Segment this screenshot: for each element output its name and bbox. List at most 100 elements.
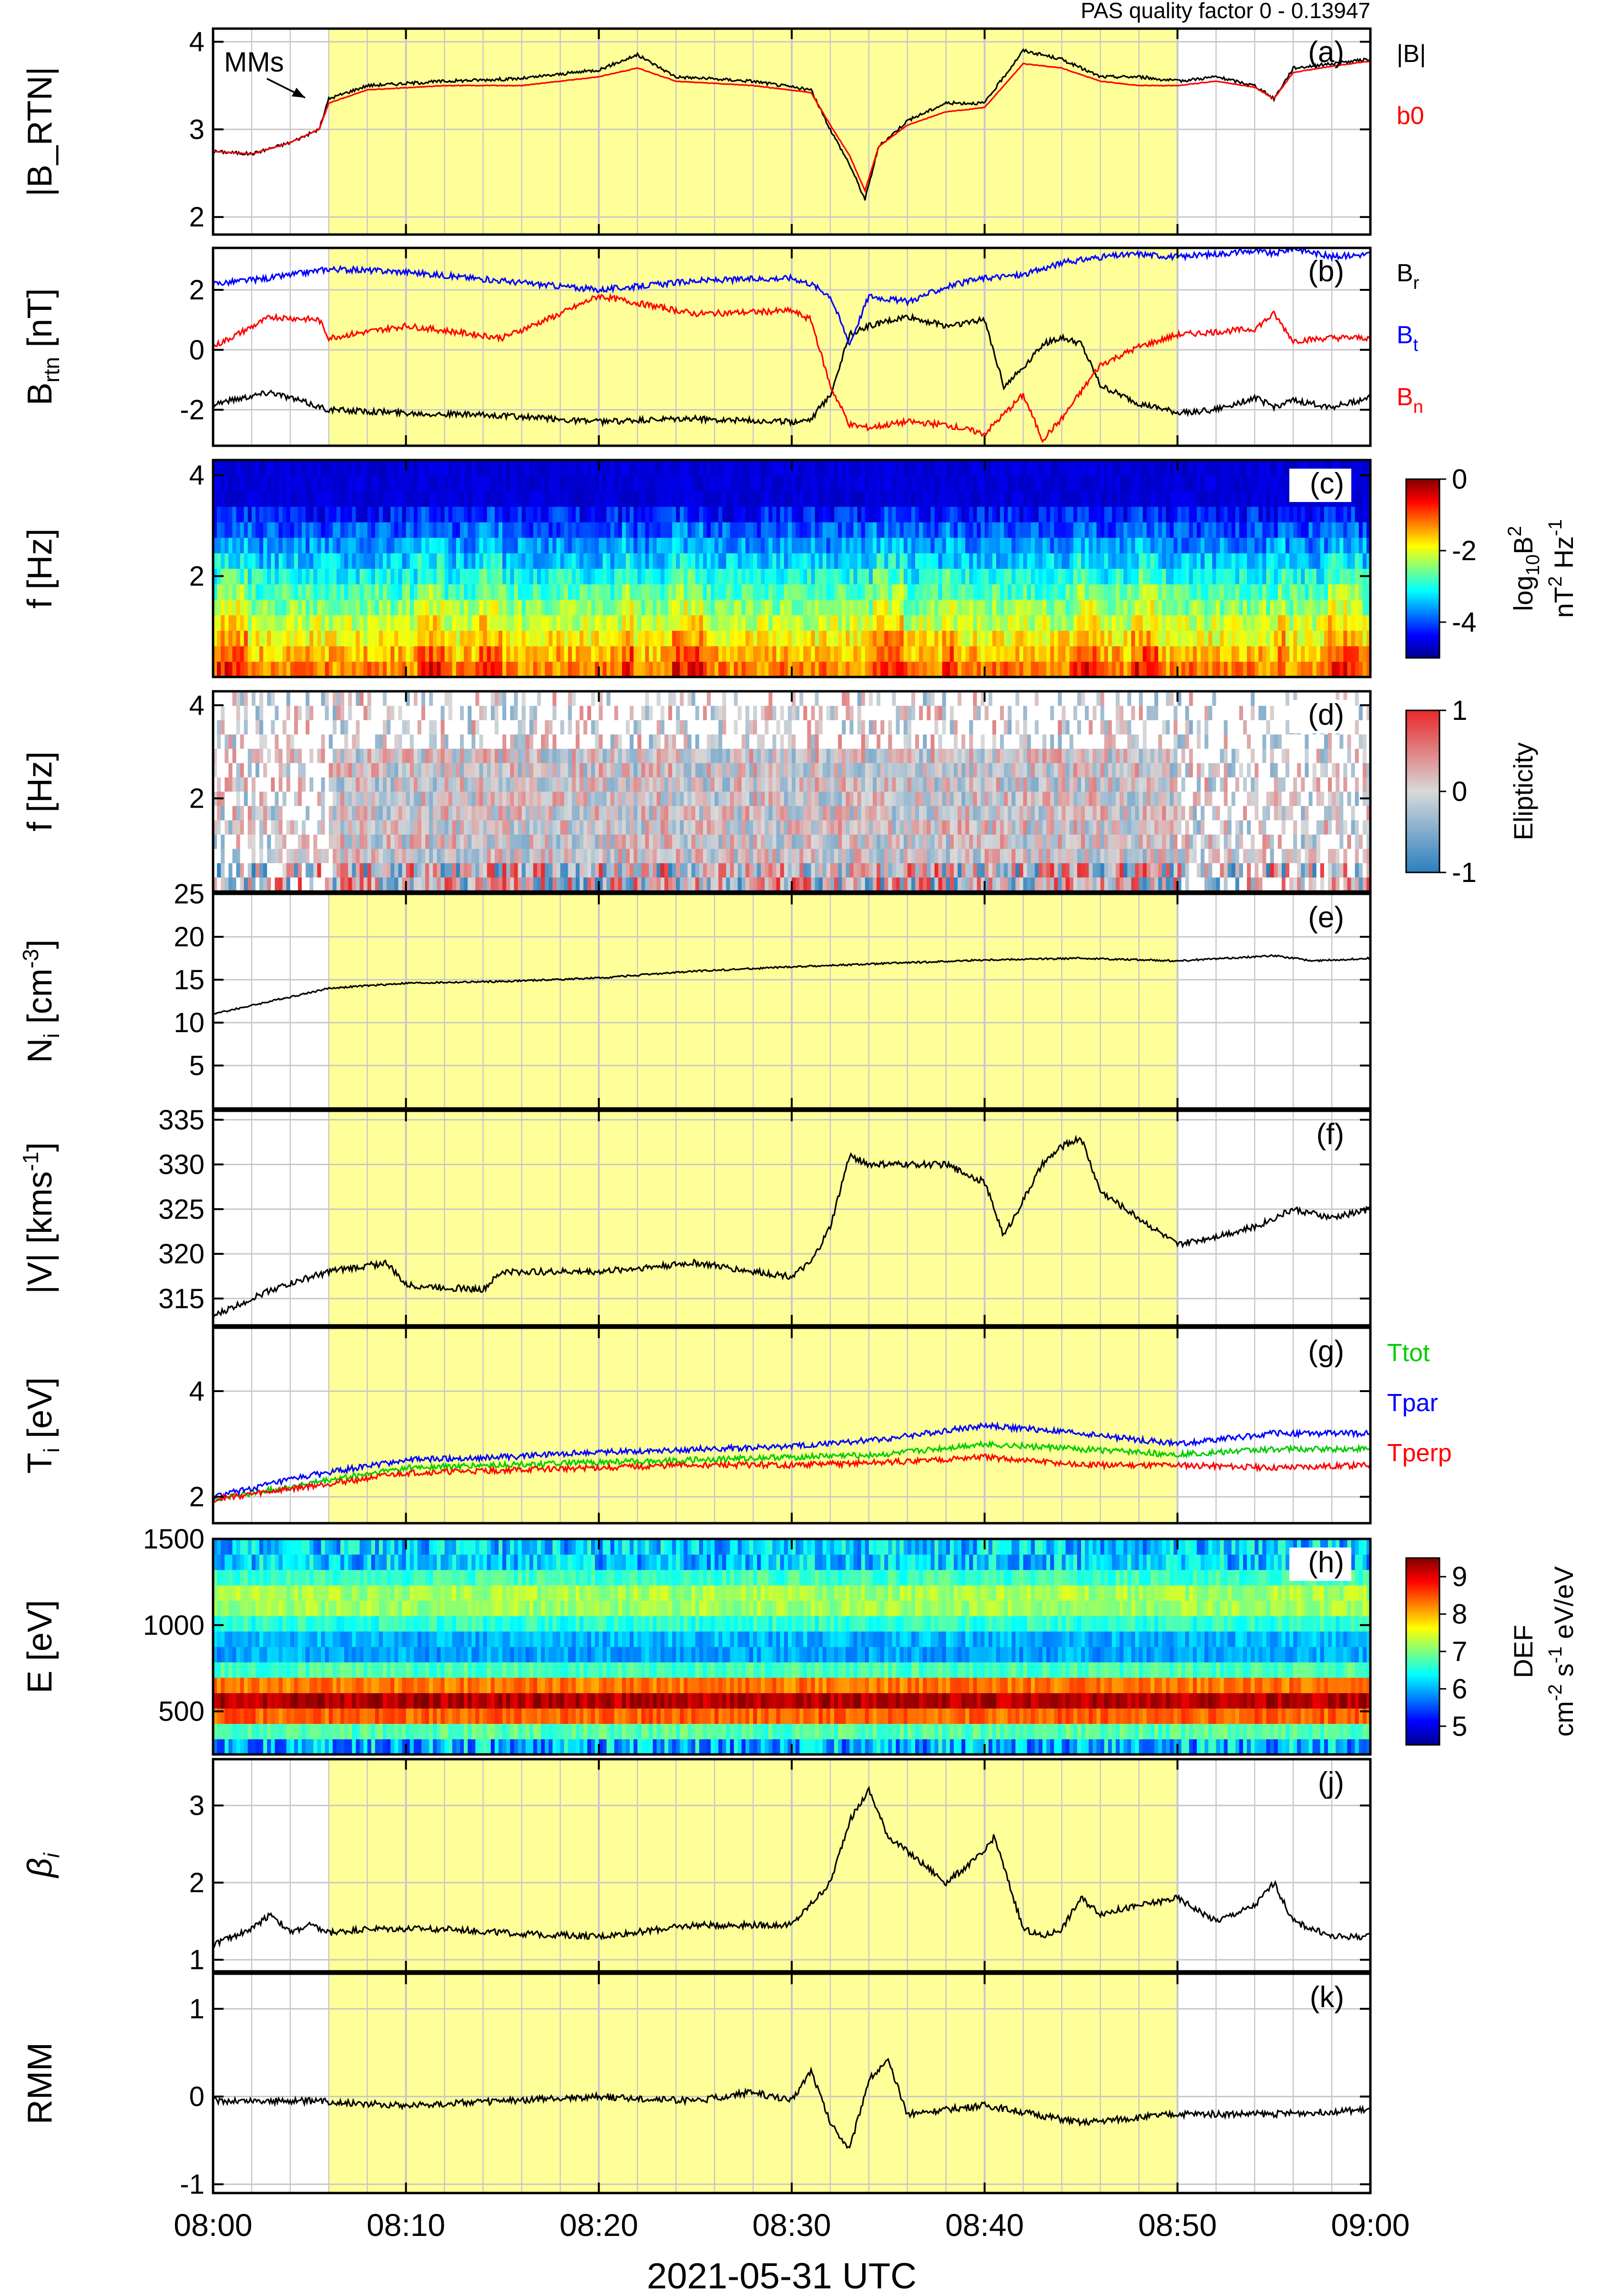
- panel-g: 2 4 Ti [eV] (g) Ttot Tpar Tperp: [21, 1326, 1452, 1525]
- colorbar-tick-label: -4: [1452, 607, 1477, 638]
- colorbar-tick-label: 8: [1452, 1599, 1467, 1630]
- y-tick-label: 325: [158, 1194, 204, 1225]
- panel-k: -1 0 1 RMM (k): [21, 1972, 1372, 2200]
- series--b-: [213, 48, 1371, 201]
- y-axis-label: f [Hz]: [21, 751, 59, 831]
- y-tick-label: 1000: [143, 1610, 204, 1641]
- panel-j: 1 2 3 βi (j): [21, 1758, 1372, 1976]
- legend-entry: Br: [1397, 259, 1419, 293]
- legend: |B| b0: [1397, 40, 1426, 130]
- series--v-: [212, 1134, 1371, 1317]
- y-tick-label: 2: [189, 561, 204, 592]
- series-tperp: [212, 1453, 1371, 1503]
- x-tick-label: 08:20: [560, 2207, 638, 2243]
- colorbar-tick-label: 9: [1452, 1561, 1467, 1592]
- spectrogram: [213, 691, 1371, 892]
- panel-e: 5 10 15 20 25 Ni [cm-3] (e): [18, 879, 1372, 1110]
- y-tick-label: -1: [180, 2169, 204, 2200]
- y-tick-label: 1500: [143, 1524, 204, 1555]
- panel-label-box: [1289, 1548, 1351, 1581]
- series-tpar: [212, 1421, 1371, 1500]
- colorbar-units: cm-2 s-1 eV/eV: [1545, 1566, 1579, 1737]
- colorbar-label: Elipticity: [1508, 742, 1538, 840]
- mms-annotation: MMs: [224, 47, 284, 78]
- grid: [213, 893, 1370, 1108]
- panel-b: -2 0 2 Brtn [nT] (b) Br Bt Bn: [21, 246, 1423, 447]
- colorbar-tick-label: 1: [1452, 695, 1467, 726]
- y-axis-label: E [eV]: [21, 1600, 59, 1693]
- x-tick-label: 08:00: [174, 2207, 252, 2243]
- series-beta-i: [212, 1785, 1371, 1948]
- series-ttot: [213, 1439, 1371, 1502]
- y-tick-label: 330: [158, 1149, 204, 1180]
- colorbar-units: nT2 Hz-1: [1545, 519, 1579, 618]
- y-axis-label: Ni [cm-3]: [18, 939, 64, 1063]
- quality-factor-label: PAS quality factor 0 - 0.13947: [1081, 0, 1370, 23]
- y-tick-label: 335: [158, 1105, 204, 1136]
- y-tick-label: 3: [189, 114, 204, 145]
- colorbar-tick-label: 5: [1452, 1711, 1467, 1742]
- y-tick-label: 25: [174, 879, 204, 910]
- y-tick-label: 10: [174, 1007, 204, 1038]
- y-axis-label: βi: [21, 1852, 64, 1878]
- legend-entry: b0: [1397, 102, 1424, 130]
- y-tick-label: 0: [189, 2081, 204, 2112]
- series-b-r: [212, 312, 1371, 428]
- panel-label: (j): [1318, 1766, 1344, 1799]
- y-axis-label: Brtn [nT]: [21, 288, 64, 406]
- y-tick-label: 2: [189, 275, 204, 306]
- panel-label: (d): [1308, 698, 1344, 731]
- legend-entry: |B|: [1397, 40, 1426, 68]
- legend-entry: Ttot: [1387, 1339, 1430, 1367]
- y-tick-label: 320: [158, 1239, 204, 1270]
- panel-d: 2 4 f [Hz] (d) 1 0 -1 Elipticity: [21, 690, 1538, 893]
- legend: Ttot Tpar Tperp: [1387, 1339, 1452, 1467]
- y-tick-label: 3: [189, 1790, 204, 1821]
- x-axis: 2021-05-31 UTC 08:00 08:10 08:20 08:30 08:40…: [174, 2207, 1409, 2296]
- colorbar-tick-label: -1: [1452, 857, 1477, 888]
- legend: Br Bt Bn: [1397, 259, 1423, 417]
- series-b0: [213, 60, 1371, 193]
- colorbar-tick-label: 6: [1452, 1673, 1467, 1704]
- series-rmm: [213, 2058, 1371, 2149]
- y-tick-label: 15: [174, 964, 204, 995]
- y-axis-label: |V| [kms-1]: [18, 1142, 59, 1294]
- y-tick-label: 2: [189, 1482, 204, 1513]
- y-tick-label: 0: [189, 335, 204, 366]
- legend-entry: Tperp: [1387, 1439, 1452, 1467]
- x-tick-label: 09:00: [1331, 2207, 1409, 2243]
- spectrogram: [213, 1539, 1371, 1755]
- grid: [213, 1759, 1370, 1971]
- panel-label: (f): [1316, 1118, 1344, 1151]
- y-axis-label: |B_RTN|: [21, 67, 59, 196]
- y-tick-label: 4: [189, 27, 204, 58]
- panel-label-box: [1289, 700, 1351, 733]
- panel-label: (e): [1308, 901, 1344, 934]
- panel-f: 315 320 325 330 335 |V| [kms-1] (f): [18, 1105, 1372, 1327]
- y-tick-label: 4: [189, 690, 204, 721]
- y-tick-label: 1: [189, 1945, 204, 1976]
- panel-label: (a): [1308, 36, 1344, 69]
- panel-label: (b): [1308, 255, 1344, 288]
- x-tick-label: 08:40: [945, 2207, 1024, 2243]
- series-n-i: [213, 954, 1371, 1015]
- y-tick-label: -2: [180, 395, 204, 426]
- x-tick-label: 08:30: [752, 2207, 831, 2243]
- colorbar-tick-label: 0: [1452, 464, 1467, 495]
- y-tick-label: 2: [189, 202, 204, 233]
- colorbar-tick-label: -2: [1452, 535, 1477, 566]
- y-tick-label: 2: [189, 783, 204, 814]
- spectrogram: [213, 460, 1371, 677]
- panel-a: 2 3 4 |B_RTN| (a) MMs |B| b0: [21, 27, 1426, 236]
- y-axis-label: Ti [eV]: [21, 1377, 64, 1474]
- panel-label: (g): [1308, 1335, 1344, 1368]
- colorbar-tick-label: 7: [1452, 1636, 1467, 1667]
- y-tick-label: 500: [158, 1696, 204, 1727]
- y-tick-label: 5: [189, 1050, 204, 1081]
- x-tick-label: 08:10: [367, 2207, 445, 2243]
- y-axis-label: f [Hz]: [21, 528, 59, 608]
